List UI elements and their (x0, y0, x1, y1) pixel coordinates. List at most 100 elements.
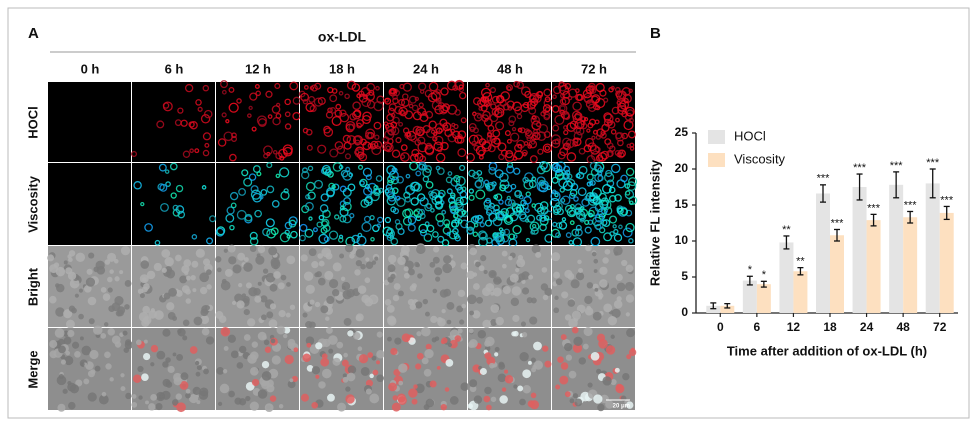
x-tick-label: 0 (717, 320, 724, 334)
cell (165, 380, 171, 385)
cell (268, 246, 278, 256)
cell (485, 82, 490, 88)
cell (624, 183, 631, 189)
cell (191, 234, 198, 240)
cell (257, 245, 266, 254)
cell (355, 259, 363, 267)
cell (618, 90, 627, 100)
cell (608, 195, 617, 203)
cell (176, 402, 186, 413)
row-label: Viscosity (25, 175, 40, 233)
cell (427, 92, 438, 103)
cell (232, 264, 242, 274)
cell (559, 109, 565, 116)
cell (524, 128, 530, 135)
cell (266, 185, 275, 194)
cell (563, 142, 571, 151)
cell (468, 194, 475, 201)
cell (540, 283, 549, 291)
cell (302, 353, 311, 363)
micrograph (132, 163, 215, 245)
cell (370, 191, 380, 202)
cell (332, 162, 343, 172)
cell (317, 96, 326, 105)
cell (479, 222, 485, 228)
cell (342, 201, 352, 212)
cell (543, 130, 551, 139)
cell (434, 104, 444, 115)
cell (484, 352, 492, 360)
error-bar (710, 302, 717, 310)
cell (485, 283, 495, 292)
cell (392, 97, 399, 105)
cell (460, 117, 467, 124)
cell (494, 352, 499, 357)
cell (398, 380, 404, 386)
cell (114, 341, 122, 348)
cell (237, 252, 246, 261)
cell (459, 164, 466, 172)
cell (458, 91, 467, 100)
cell (475, 145, 486, 156)
cell (531, 176, 537, 182)
cell (516, 206, 523, 213)
cell (552, 163, 559, 170)
cell (318, 233, 329, 244)
cell (472, 231, 479, 237)
cell (533, 129, 538, 134)
cell (482, 319, 491, 329)
column-label: 24 h (413, 61, 439, 76)
cell (249, 401, 259, 411)
cell (627, 130, 636, 139)
cell (422, 298, 429, 305)
cell (425, 343, 432, 350)
cell (80, 362, 85, 367)
cell (279, 167, 290, 178)
cell (583, 117, 589, 122)
cell (553, 271, 560, 279)
cell (626, 181, 637, 191)
significance-label: *** (904, 199, 918, 211)
cell (334, 109, 343, 118)
cell (575, 224, 582, 231)
cell (343, 352, 348, 358)
cell (599, 266, 608, 276)
cell (529, 155, 538, 164)
cell (360, 263, 366, 270)
cell (428, 81, 439, 92)
legend-label: Viscosity (734, 151, 786, 166)
cell (457, 148, 467, 158)
cell (625, 167, 635, 177)
cell (495, 316, 504, 326)
cell (413, 210, 420, 216)
cell (425, 180, 434, 189)
cell (486, 404, 492, 411)
cell (499, 184, 507, 192)
cell (384, 97, 392, 105)
cell (196, 400, 201, 405)
cell (435, 165, 441, 171)
cell (492, 129, 501, 138)
cell (323, 127, 334, 137)
cell (596, 154, 604, 162)
cell (494, 346, 500, 352)
cell (418, 102, 424, 108)
cell (71, 341, 80, 349)
cell (564, 314, 572, 321)
cell (530, 297, 537, 304)
cell (302, 98, 309, 105)
cell (357, 285, 367, 294)
cell (300, 92, 310, 102)
cell (326, 189, 335, 198)
cell (376, 331, 383, 338)
cell (587, 122, 594, 129)
cell (361, 114, 372, 125)
error-bar (834, 228, 840, 242)
cell (593, 258, 599, 264)
cell (92, 325, 103, 335)
cell (74, 351, 81, 358)
cell (450, 177, 461, 187)
cell (336, 341, 344, 349)
cell (424, 221, 430, 227)
cell (522, 176, 529, 184)
